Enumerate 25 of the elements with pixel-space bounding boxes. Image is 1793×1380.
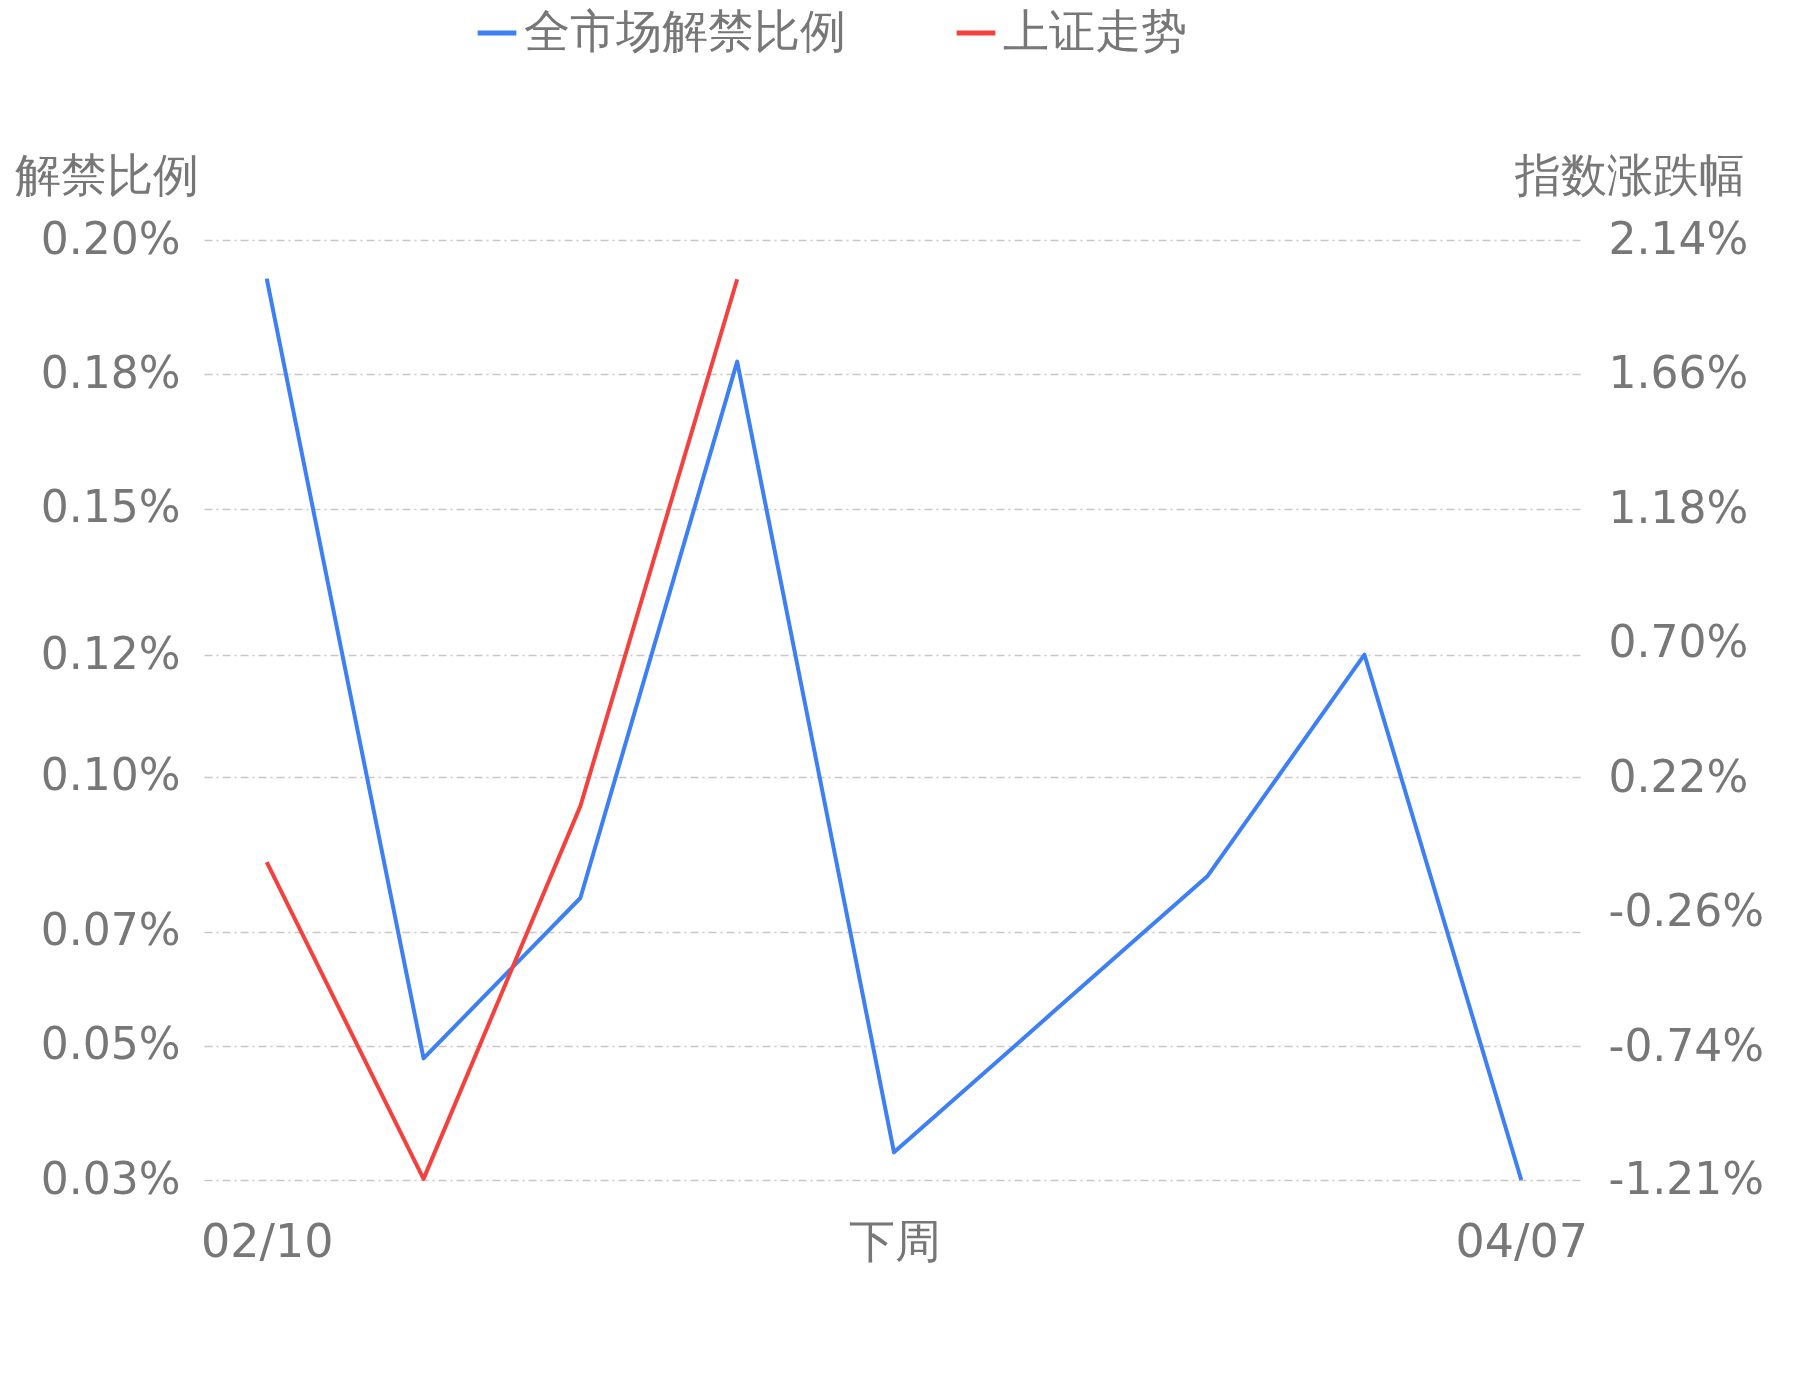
x-tick-label: 下周: [848, 1213, 941, 1268]
y-tick-label: 0.20%: [40, 212, 181, 264]
y-tick-label: 0.15%: [40, 481, 181, 533]
y2-tick-label: 1.66%: [1608, 347, 1749, 399]
line-series: [264, 276, 1524, 1182]
y-tick-label: 0.18%: [40, 346, 181, 398]
y2-tick-label: 1.18%: [1608, 481, 1749, 533]
y2-tick-label: 0.70%: [1608, 616, 1749, 668]
line-series: [264, 277, 740, 1181]
legend-label: 全市场解禁比例: [524, 4, 846, 58]
y-tick-label: 0.03%: [40, 1152, 181, 1204]
y2-tick-label: 0.22%: [1608, 750, 1749, 802]
legend-label: 上证走势: [1003, 4, 1187, 58]
y2-tick-label: 2.14%: [1608, 212, 1749, 264]
x-tick-label: 04/07: [1455, 1213, 1589, 1268]
y-tick-label: 0.10%: [40, 749, 181, 801]
y2-tick-label: -1.21%: [1608, 1152, 1765, 1204]
x-tick-label: 02/10: [200, 1213, 334, 1268]
y2-axis-title: 指数涨跌幅: [1513, 147, 1745, 202]
y2-tick-label: -0.26%: [1608, 885, 1765, 937]
y-axis-title: 解禁比例: [14, 147, 199, 202]
y-tick-label: 0.07%: [40, 904, 181, 956]
y-tick-label: 0.05%: [40, 1018, 181, 1070]
y2-tick-label: -0.74%: [1608, 1019, 1765, 1071]
y-tick-label: 0.12%: [40, 627, 181, 679]
